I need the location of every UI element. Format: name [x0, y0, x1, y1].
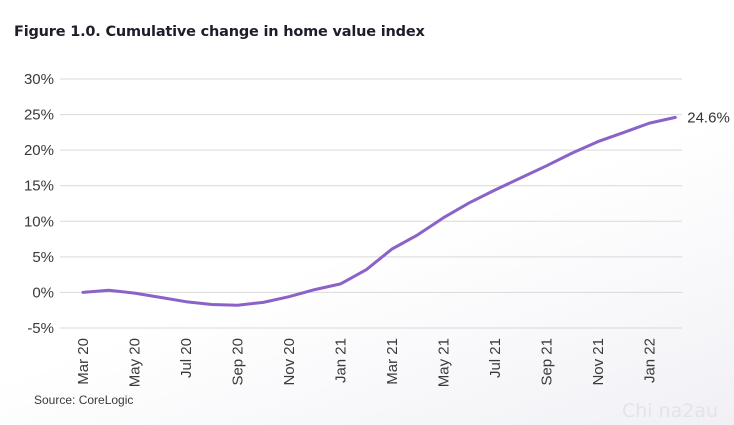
y-tick-label-1: 0%	[32, 284, 54, 301]
y-tick-label-4: 15%	[24, 178, 54, 195]
x-tick-label-0: Mar 20	[75, 338, 92, 385]
x-tick-label-5: Jan 21	[333, 338, 350, 383]
x-tick-label-8: Jul 21	[487, 338, 504, 378]
chart-title: Figure 1.0. Cumulative change in home va…	[14, 24, 425, 40]
x-axis-tick-labels: Mar 20 May 20 Jul 20 Sep 20 Nov 20 Jan 21 Mar …	[75, 338, 659, 387]
x-tick-label-10: Nov 21	[590, 338, 607, 386]
y-tick-label-7: 30%	[24, 71, 54, 88]
end-value-label: 24.6%	[687, 109, 730, 126]
gridlines	[60, 78, 682, 329]
x-tick-label-11: Jan 22	[642, 338, 659, 383]
x-tick-label-9: Sep 21	[539, 338, 556, 386]
y-tick-label-2: 5%	[32, 249, 54, 266]
y-tick-label-3: 10%	[24, 213, 54, 230]
source-note: Source: CoreLogic	[34, 393, 134, 407]
x-tick-label-2: Jul 20	[178, 338, 195, 378]
y-axis-tick-labels: -5% 0% 5% 10% 15% 20% 25% 30%	[24, 71, 54, 337]
x-tick-label-6: Mar 21	[384, 338, 401, 385]
y-tick-label-5: 20%	[24, 142, 54, 159]
y-tick-label-0: -5%	[27, 320, 54, 337]
x-tick-label-3: Sep 20	[230, 338, 247, 386]
series-layer	[81, 115, 677, 307]
series-line	[81, 115, 677, 307]
x-tick-label-4: Nov 20	[281, 338, 298, 386]
x-tick-label-1: May 20	[127, 338, 144, 387]
x-tick-label-7: May 21	[436, 338, 453, 387]
y-tick-label-6: 25%	[24, 107, 54, 124]
watermark: Chi na2au	[622, 400, 719, 422]
